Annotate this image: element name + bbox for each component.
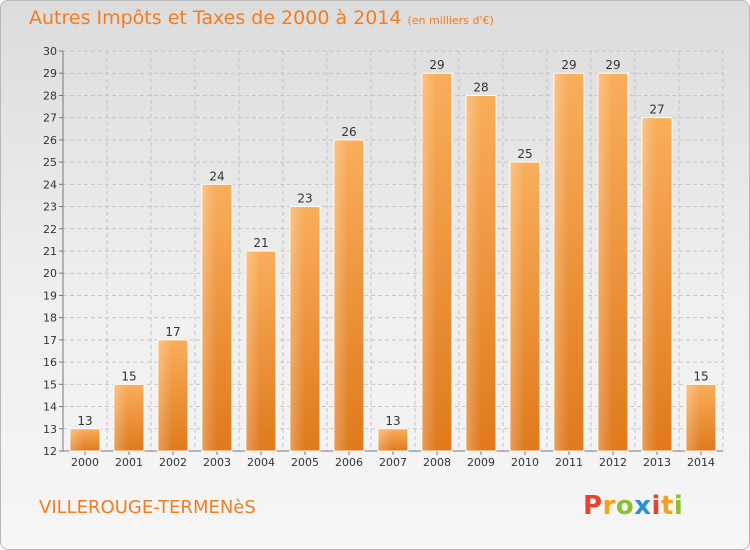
y-tick-label: 28 [43,89,57,102]
y-tick-label: 15 [43,378,57,391]
bar-highlight [511,163,525,450]
y-tick-label: 29 [43,67,57,80]
data-label-2002: 17 [165,325,180,339]
chart-subtitle: (en milliers d'€) [407,14,494,27]
x-tick-label-2009: 2009 [467,456,495,469]
y-tick-label: 30 [43,45,57,58]
y-tick-label: 21 [43,245,57,258]
y-tick-label: 25 [43,156,57,169]
bar-highlight [203,185,217,451]
bar-highlight [335,140,349,450]
bar-highlight [379,429,393,450]
data-label-2011: 29 [561,58,576,72]
bar-highlight [643,118,657,451]
data-label-2007: 13 [385,414,400,428]
y-tick-label: 12 [43,445,57,458]
data-label-2009: 28 [473,80,488,94]
x-tick-label-2011: 2011 [555,456,583,469]
data-label-2001: 15 [121,369,136,383]
y-tick-label: 27 [43,112,57,125]
y-tick-label: 22 [43,223,57,236]
y-tick-label: 26 [43,134,57,147]
data-label-2004: 21 [253,236,268,250]
bar-highlight [555,74,569,450]
bar-highlight [599,74,613,450]
data-label-2008: 29 [429,58,444,72]
x-tick-label-2005: 2005 [291,456,319,469]
proxiti-logo: Proxiti [583,491,684,521]
x-tick-label-2003: 2003 [203,456,231,469]
y-tick-label: 17 [43,334,57,347]
bar-highlight [159,340,173,450]
x-tick-label-2000: 2000 [71,456,99,469]
data-label-2005: 23 [297,192,312,206]
data-label-2003: 24 [209,169,224,183]
data-label-2014: 15 [693,369,708,383]
bar-highlight [467,96,481,450]
y-tick-label: 16 [43,356,57,369]
bar-layer [69,72,717,452]
bar-highlight [115,385,129,450]
chart-title-text: Autres Impôts et Taxes de 2000 à 2014 [29,7,402,29]
x-tick-label-2013: 2013 [643,456,671,469]
y-tick-label: 14 [43,401,57,414]
bar-highlight [687,385,701,450]
x-tick-label-2004: 2004 [247,456,275,469]
bar-highlight [71,429,85,450]
chart-title: Autres Impôts et Taxes de 2000 à 2014 (en… [29,7,494,29]
x-tick-label-2002: 2002 [159,456,187,469]
y-tick-label: 20 [43,267,57,280]
x-tick-label-2006: 2006 [335,456,363,469]
x-tick-label-2012: 2012 [599,456,627,469]
data-label-2006: 26 [341,125,356,139]
x-tick-label-2007: 2007 [379,456,407,469]
commune-name: VILLEROUGE-TERMENèS [39,497,256,518]
y-tick-label: 24 [43,178,57,191]
bar-highlight [291,207,305,450]
y-tick-label: 19 [43,289,57,302]
label-layer: 13 15 17 24 21 23 26 13 29 28 25 29 29 27 15 [77,58,708,428]
y-tick-label: 13 [43,423,57,436]
x-tick-label-2008: 2008 [423,456,451,469]
data-label-2000: 13 [77,414,92,428]
bar-highlight [247,252,261,450]
y-tick-label: 18 [43,312,57,325]
x-tick-label-2014: 2014 [687,456,715,469]
data-label-2012: 29 [605,58,620,72]
data-label-2010: 25 [517,147,532,161]
data-label-2013: 27 [649,103,664,117]
y-tick-label: 23 [43,201,57,214]
x-tick-label-2010: 2010 [511,456,539,469]
bar-highlight [423,74,437,450]
x-tick-label-2001: 2001 [115,456,143,469]
